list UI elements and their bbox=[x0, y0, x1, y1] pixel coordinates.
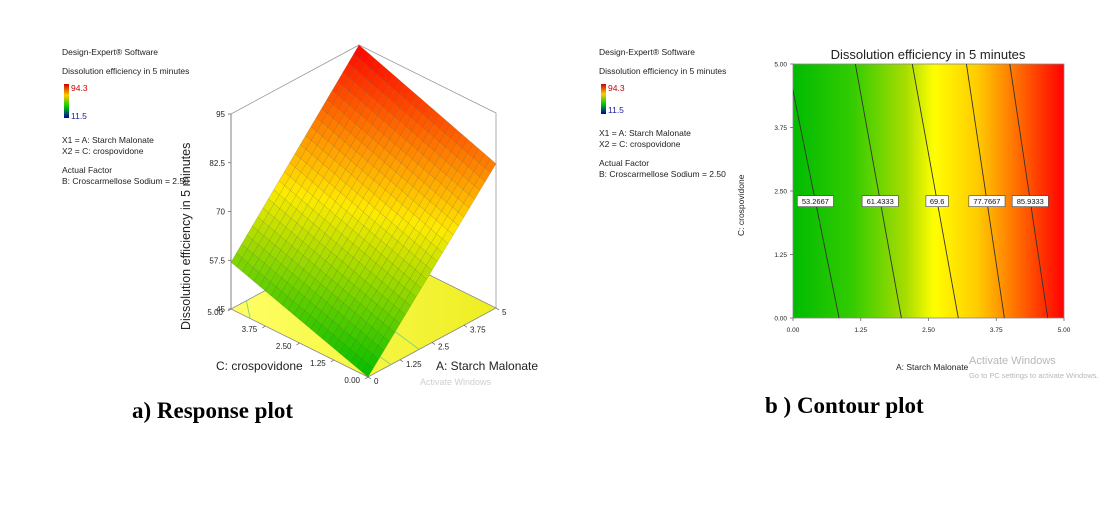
z-tick-label: 82.5 bbox=[209, 159, 225, 168]
x-tick-mark bbox=[495, 307, 500, 311]
software-label-2: Design-Expert® Software bbox=[599, 47, 696, 57]
left-legend-max: 94.3 bbox=[71, 83, 88, 93]
x-tick-label: 3.75 bbox=[470, 325, 486, 334]
watermark-activate-title: Activate Windows bbox=[969, 355, 1056, 367]
contour-line bbox=[911, 64, 959, 318]
contour-label-box bbox=[1011, 195, 1049, 207]
x-tick-mark bbox=[463, 324, 468, 328]
x-tick-label: 5 bbox=[502, 308, 507, 317]
contour-label-box bbox=[968, 195, 1006, 207]
surface-cell bbox=[484, 158, 497, 173]
left-legend-min: 11.5 bbox=[71, 111, 87, 121]
caption-contour-plot: b ) Contour plot bbox=[765, 393, 924, 418]
right-legend-max: 94.3 bbox=[608, 83, 625, 93]
contour-y-tick-label: 1.25 bbox=[774, 252, 787, 259]
response-name-2: Dissolution efficiency in 5 minutes bbox=[599, 66, 727, 76]
contour-line bbox=[793, 88, 840, 318]
z-tick-label: 95 bbox=[216, 110, 225, 119]
y-tick-mark bbox=[227, 308, 232, 312]
right-legend-min: 11.5 bbox=[608, 105, 624, 115]
contour-x-tick-label: 3.75 bbox=[990, 327, 1003, 334]
z-tick-label: 45 bbox=[216, 305, 225, 314]
contour-y-tick-label: 2.50 bbox=[774, 189, 787, 196]
contour-label-box bbox=[861, 195, 899, 207]
contour-line bbox=[854, 64, 902, 318]
x-tick-label: 2.5 bbox=[438, 343, 450, 352]
actual-factor-value-2: B: Croscarmellose Sodium = 2.50 bbox=[599, 169, 726, 179]
y-axis-label: C: crospovidone bbox=[216, 359, 303, 373]
right-info-block: Design-Expert® Software Dissolution effi… bbox=[599, 47, 726, 77]
floor-contour-line bbox=[245, 300, 251, 319]
y-tick-label: 2.50 bbox=[276, 342, 292, 351]
x-tick-mark bbox=[399, 359, 404, 363]
actual-factor-title-2: Actual Factor bbox=[599, 158, 650, 168]
right-factors: X1 = A: Starch Malonate X2 = C: crospovi… bbox=[599, 128, 726, 180]
z-tick-label: 57.5 bbox=[209, 256, 225, 265]
x-tick-label: 0 bbox=[374, 377, 379, 386]
contour-label: 69.6 bbox=[930, 197, 945, 206]
contour-y-tick-label: 5.00 bbox=[774, 62, 787, 69]
y-tick-label: 1.25 bbox=[310, 359, 326, 368]
contour-x-tick-label: 5.00 bbox=[1058, 327, 1071, 334]
contour-label-box bbox=[796, 195, 834, 207]
factor-x2: X2 = C: crospovidone bbox=[62, 146, 144, 156]
y-tick-mark bbox=[262, 325, 266, 329]
x-tick-label: 1.25 bbox=[406, 360, 422, 369]
y-tick-mark bbox=[296, 342, 300, 346]
contour-label: 77.7667 bbox=[973, 197, 1000, 206]
contour-label: 85.9333 bbox=[1017, 197, 1044, 206]
left-info-block: Design-Expert® Software Dissolution effi… bbox=[62, 47, 189, 77]
watermark-activate-sub: Go to PC settings to activate Windows. bbox=[969, 371, 1099, 380]
factor-x1: X1 = A: Starch Malonate bbox=[62, 135, 154, 145]
watermark-partial: Activate Windows bbox=[420, 377, 492, 387]
contour-y-tick-label: 3.75 bbox=[774, 125, 787, 132]
left-factors: X1 = A: Starch Malonate X2 = C: crospovi… bbox=[62, 135, 189, 187]
contour-line bbox=[965, 64, 1005, 318]
z-axis-label: Dissolution efficiency in 5 minutes bbox=[179, 143, 193, 330]
contour-label: 53.2667 bbox=[802, 197, 829, 206]
contour-label: 61.4333 bbox=[867, 197, 894, 206]
left-legend-colorbar bbox=[64, 84, 69, 118]
right-legend-colorbar bbox=[601, 84, 606, 114]
y-tick-label: 3.75 bbox=[242, 325, 258, 334]
y-tick-mark bbox=[330, 359, 334, 363]
factor-x2-2: X2 = C: crospovidone bbox=[599, 139, 681, 149]
contour-x-tick-label: 2.50 bbox=[922, 327, 935, 334]
response-name: Dissolution efficiency in 5 minutes bbox=[62, 66, 190, 76]
x-axis-label: A: Starch Malonate bbox=[436, 359, 538, 373]
contour-label-box bbox=[925, 195, 949, 207]
contour-plot-area bbox=[792, 63, 1065, 319]
contour-x-axis-label: A: Starch Malonate bbox=[896, 362, 969, 372]
z-tick-label: 70 bbox=[216, 208, 225, 217]
contour-x-tick-label: 1.25 bbox=[854, 327, 867, 334]
contour-y-tick-label: 0.00 bbox=[774, 316, 787, 323]
software-label: Design-Expert® Software bbox=[62, 47, 159, 57]
y-tick-mark bbox=[364, 376, 369, 380]
y-tick-label: 0.00 bbox=[344, 376, 360, 385]
y-tick-label: 5.00 bbox=[207, 308, 223, 317]
contour-title: Dissolution efficiency in 5 minutes bbox=[831, 47, 1026, 62]
x-tick-mark bbox=[431, 342, 436, 345]
contour-line bbox=[1009, 64, 1049, 318]
contour-y-axis-label: C: crospovidone bbox=[736, 174, 746, 236]
factor-x1-2: X1 = A: Starch Malonate bbox=[599, 128, 691, 138]
contour-x-tick-label: 0.00 bbox=[787, 327, 800, 334]
actual-factor-value: B: Croscarmellose Sodium = 2.50 bbox=[62, 176, 189, 186]
actual-factor-title: Actual Factor bbox=[62, 165, 113, 175]
x-tick-mark bbox=[367, 376, 372, 380]
caption-response-plot: a) Response plot bbox=[132, 398, 294, 423]
